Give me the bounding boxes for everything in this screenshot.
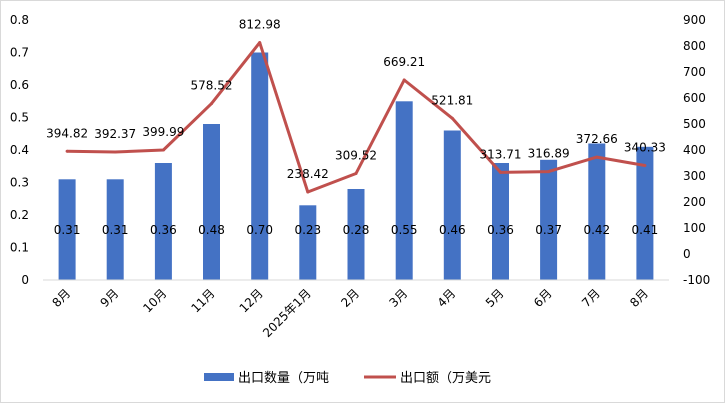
x-tick-label: 2025年1月 bbox=[260, 286, 314, 340]
line-point bbox=[258, 41, 262, 45]
x-tick-label: 10月 bbox=[140, 286, 169, 315]
bar bbox=[347, 189, 365, 280]
x-tick-label: 8月 bbox=[49, 286, 73, 310]
y-left-tick: 0.6 bbox=[10, 78, 29, 92]
bar-data-label: 0.55 bbox=[391, 223, 418, 237]
bar-data-label: 0.46 bbox=[439, 223, 466, 237]
bar-data-label: 0.31 bbox=[102, 223, 129, 237]
bar bbox=[251, 52, 269, 280]
x-tick-label: 3月 bbox=[387, 286, 411, 310]
line-series bbox=[65, 41, 647, 194]
y-left-tick: 0.1 bbox=[10, 241, 29, 255]
bar-data-label: 0.36 bbox=[487, 223, 514, 237]
line-point bbox=[113, 150, 117, 154]
y-right-tick: 200 bbox=[683, 195, 706, 209]
bar bbox=[588, 143, 606, 280]
x-tick-label: 2月 bbox=[338, 286, 362, 310]
legend: 出口数量（万吨 出口额（万美元 bbox=[204, 371, 491, 386]
x-tick-label: 9月 bbox=[98, 286, 122, 310]
y-right-tick: 300 bbox=[683, 169, 706, 183]
x-tick-label: 8月 bbox=[627, 286, 651, 310]
line-data-label: 238.42 bbox=[287, 167, 329, 181]
line-point bbox=[210, 102, 213, 106]
bar-data-label: 0.23 bbox=[294, 223, 321, 237]
x-tick-label: 11月 bbox=[188, 286, 217, 315]
bar-data-label: 0.31 bbox=[54, 223, 81, 237]
line-point bbox=[65, 149, 69, 153]
bar-data-label: 0.28 bbox=[343, 223, 370, 237]
bar bbox=[540, 159, 558, 281]
legend-label-bar: 出口数量（万吨 bbox=[238, 371, 329, 386]
bar-data-label: 0.42 bbox=[583, 223, 610, 237]
y-right-tick: 0 bbox=[683, 247, 691, 261]
line-data-label: 521.81 bbox=[431, 93, 473, 107]
line-path bbox=[67, 41, 646, 194]
bar bbox=[106, 179, 124, 281]
line-point bbox=[354, 172, 358, 175]
bar-data-label: 0.41 bbox=[632, 223, 659, 237]
line-point bbox=[161, 148, 165, 152]
line-data-label: 309.52 bbox=[335, 149, 377, 163]
line-data-label: 372.66 bbox=[576, 132, 618, 146]
bar bbox=[443, 130, 461, 280]
y-left-tick: 0.7 bbox=[10, 46, 29, 60]
x-tick-label: 5月 bbox=[483, 286, 507, 310]
bar bbox=[154, 163, 172, 280]
right-axis: -100 0 100 200 300 400 500 600 700 800 900 bbox=[683, 13, 710, 287]
line-point bbox=[402, 78, 406, 82]
y-right-tick: 900 bbox=[683, 13, 706, 27]
bar-data-label: 0.36 bbox=[150, 223, 177, 237]
line-data-label: 392.37 bbox=[94, 127, 136, 141]
bar bbox=[395, 101, 413, 281]
line-point bbox=[595, 155, 599, 159]
bar-series bbox=[58, 52, 654, 281]
line-data-label: 394.82 bbox=[46, 126, 88, 140]
left-axis: 0 0.1 0.2 0.3 0.4 0.5 0.6 0.7 0.8 bbox=[10, 13, 29, 287]
y-left-tick: 0.4 bbox=[10, 143, 29, 157]
line-data-label: 578.52 bbox=[191, 79, 233, 93]
line-point bbox=[450, 116, 454, 120]
bar bbox=[636, 146, 654, 281]
y-left-tick: 0.2 bbox=[10, 208, 29, 222]
y-left-tick: 0.3 bbox=[10, 176, 29, 190]
bar-data-label: 0.37 bbox=[535, 223, 562, 237]
y-left-tick: 0.5 bbox=[10, 111, 29, 125]
y-right-tick: 500 bbox=[683, 117, 706, 131]
y-right-tick: 100 bbox=[683, 221, 706, 235]
bar bbox=[203, 124, 220, 280]
y-right-tick: -100 bbox=[683, 273, 710, 287]
x-tick-label: 4月 bbox=[435, 286, 459, 310]
x-tick-label: 7月 bbox=[579, 286, 603, 310]
data-labels: 0.31 0.31 0.36 0.48 0.70 0.23 0.28 0.55 0.46 0.36… bbox=[46, 18, 666, 237]
bar bbox=[492, 163, 509, 280]
y-right-tick: 400 bbox=[683, 143, 706, 157]
line-point bbox=[499, 170, 502, 174]
line-data-label: 313.71 bbox=[480, 147, 522, 161]
line-data-label: 812.98 bbox=[239, 18, 281, 32]
line-data-label: 669.21 bbox=[383, 55, 425, 69]
x-tick-label: 12月 bbox=[237, 286, 266, 315]
y-right-tick: 800 bbox=[683, 39, 706, 53]
line-data-label: 316.89 bbox=[528, 147, 570, 161]
y-left-tick: 0 bbox=[21, 273, 29, 287]
y-right-tick: 700 bbox=[683, 65, 706, 79]
legend-label-line: 出口额（万美元 bbox=[400, 371, 491, 386]
y-left-tick: 0.8 bbox=[10, 13, 29, 27]
bar-data-label: 0.48 bbox=[198, 223, 225, 237]
y-right-tick: 600 bbox=[683, 91, 706, 105]
line-data-label: 399.99 bbox=[142, 125, 184, 139]
line-point bbox=[643, 164, 647, 167]
x-tick-label: 6月 bbox=[531, 286, 555, 310]
line-point bbox=[306, 190, 310, 194]
bar-data-label: 0.70 bbox=[246, 223, 273, 237]
line-data-label: 340.33 bbox=[624, 141, 666, 155]
bar bbox=[58, 179, 76, 281]
bar bbox=[299, 205, 317, 281]
legend-swatch-bar bbox=[204, 373, 234, 381]
line-point bbox=[547, 170, 551, 174]
